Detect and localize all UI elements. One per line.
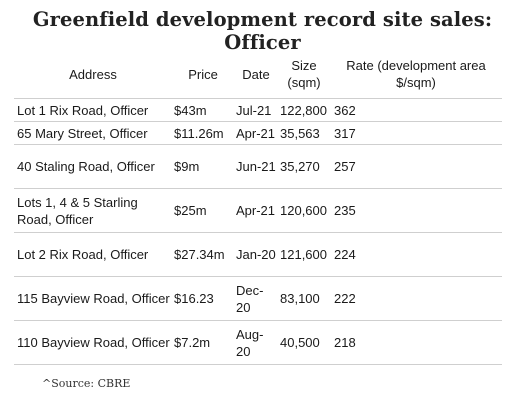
cell-date: Jul-21	[234, 98, 278, 122]
cell-price: $27.34m	[172, 232, 234, 277]
cell-size: 83,100	[278, 276, 330, 321]
cell-date: Apr-21	[234, 121, 278, 145]
cell-price: $11.26m	[172, 121, 234, 145]
header-date: Date	[242, 66, 270, 82]
cell-size: 120,600	[278, 188, 330, 233]
header-size: Size (sqm)	[287, 58, 321, 90]
cell-date: Dec-20	[234, 276, 278, 321]
header-address: Address	[69, 66, 117, 82]
table-row: 40 Staling Road, Officer $9m Jun-21 35,2…	[14, 144, 502, 189]
cell-price: $16.23	[172, 276, 234, 321]
cell-date: Jan-20	[234, 232, 278, 277]
cell-address: Lots 1, 4 & 5 Starling Road, Officer	[14, 188, 172, 233]
cell-address: 65 Mary Street, Officer	[14, 121, 172, 145]
table-row: 110 Bayview Road, Officer $7.2m Aug-20 4…	[14, 320, 502, 365]
cell-date: Apr-21	[234, 188, 278, 233]
cell-address: 110 Bayview Road, Officer	[14, 320, 172, 365]
cell-size: 35,270	[278, 144, 330, 189]
cell-size: 122,800	[278, 98, 330, 122]
table-row: Lot 1 Rix Road, Officer $43m Jul-21 122,…	[14, 98, 502, 122]
cell-size: 35,563	[278, 121, 330, 145]
table-row: Lots 1, 4 & 5 Starling Road, Officer $25…	[14, 188, 502, 233]
table-row: Lot 2 Rix Road, Officer $27.34m Jan-20 1…	[14, 232, 502, 277]
cell-address: Lot 1 Rix Road, Officer	[14, 98, 172, 122]
cell-rate: 317	[330, 121, 502, 145]
cell-rate: 222	[330, 276, 502, 321]
source-note: ^Source: CBRE	[42, 377, 131, 390]
cell-address: 40 Staling Road, Officer	[14, 144, 172, 189]
table-row: 115 Bayview Road, Officer $16.23 Dec-20 …	[14, 276, 502, 321]
cell-size: 40,500	[278, 320, 330, 365]
table-header-row: Address Price Date Size (sqm) Rate (deve…	[14, 50, 502, 99]
cell-rate: 235	[330, 188, 502, 233]
sales-table: Address Price Date Size (sqm) Rate (deve…	[14, 50, 502, 365]
header-price: Price	[188, 66, 218, 82]
cell-date: Jun-21	[234, 144, 278, 189]
cell-rate: 257	[330, 144, 502, 189]
cell-price: $43m	[172, 98, 234, 122]
header-rate: Rate (development area $/sqm)	[346, 58, 486, 90]
table-row: 65 Mary Street, Officer $11.26m Apr-21 3…	[14, 121, 502, 145]
cell-rate: 218	[330, 320, 502, 365]
cell-price: $7.2m	[172, 320, 234, 365]
cell-date: Aug-20	[234, 320, 278, 365]
cell-rate: 362	[330, 98, 502, 122]
page-title: Greenfield development record site sales…	[32, 8, 493, 54]
cell-address: Lot 2 Rix Road, Officer	[14, 232, 172, 277]
cell-price: $9m	[172, 144, 234, 189]
cell-rate: 224	[330, 232, 502, 277]
cell-price: $25m	[172, 188, 234, 233]
cell-address: 115 Bayview Road, Officer	[14, 276, 172, 321]
cell-size: 121,600	[278, 232, 330, 277]
